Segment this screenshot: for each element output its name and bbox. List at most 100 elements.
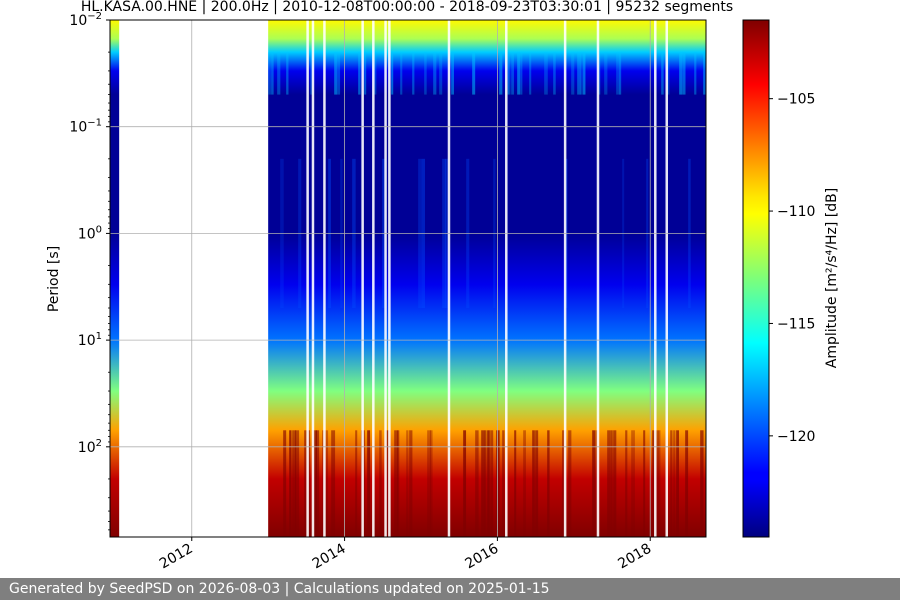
variation-stripe	[394, 430, 398, 537]
variation-stripe	[529, 52, 532, 95]
variation-stripe	[625, 430, 628, 537]
gap-line	[596, 20, 600, 537]
variation-stripe	[490, 430, 494, 537]
gap-line	[361, 20, 364, 537]
variation-stripe	[391, 52, 394, 95]
variation-stripe	[451, 52, 455, 95]
x-tick-label: 2018	[615, 541, 654, 573]
variation-stripe	[619, 52, 622, 95]
variation-stripe	[472, 52, 476, 95]
variation-stripe	[682, 52, 686, 95]
variation-stripe	[424, 52, 427, 95]
variation-stripe	[580, 52, 584, 95]
x-tick-label: 2014	[310, 541, 349, 573]
variation-stripe	[271, 52, 274, 95]
variation-stripe	[463, 430, 467, 537]
variation-stripe	[694, 52, 697, 95]
gap-line	[654, 20, 657, 537]
variation-stripe	[592, 430, 596, 537]
variation-stripe	[685, 430, 689, 537]
variation-stripe	[535, 430, 539, 537]
colorbar-tick-label: −120	[777, 429, 815, 445]
variation-stripe	[439, 52, 443, 95]
variation-stripe	[487, 430, 490, 537]
variation-stripe	[571, 52, 575, 95]
variation-stripe	[292, 430, 297, 537]
variation-stripe	[409, 430, 413, 537]
variation-stripe	[553, 52, 556, 95]
footer-text: Generated by SeedPSD on 2026-08-03 | Cal…	[9, 581, 550, 597]
variation-stripe	[523, 430, 526, 537]
variation-stripe	[355, 430, 358, 537]
variation-stripe	[286, 52, 289, 95]
spectrogram-data	[268, 20, 706, 537]
variation-stripe	[577, 52, 581, 95]
gap-line	[323, 20, 326, 537]
gap-line	[505, 20, 508, 537]
grid-lines	[110, 20, 706, 537]
variation-stripe	[289, 430, 292, 537]
y-tick-label: 10−2	[69, 11, 102, 29]
variation-stripe	[595, 430, 598, 537]
chart-title: HL.KASA.00.HNE | 200.0Hz | 2010-12-08T00…	[81, 0, 733, 15]
colorbar-fill	[742, 19, 770, 538]
variation-stripe	[325, 430, 329, 537]
variation-stripe	[427, 430, 431, 537]
variation-stripe	[475, 430, 479, 537]
variation-stripe	[334, 52, 338, 95]
variation-stripe	[484, 430, 487, 537]
gap-line	[384, 20, 387, 537]
y-tick-label: 100	[78, 224, 102, 242]
gap-line	[372, 20, 375, 537]
colorbar: −105 −110 −115 −120 Amplitude [m²/s⁴/Hz] [d…	[742, 19, 840, 538]
variation-stripe	[583, 52, 586, 95]
x-tick-label: 2012	[157, 541, 196, 573]
variation-stripe	[700, 430, 704, 537]
colorbar-tick-label: −105	[777, 92, 815, 108]
variation-stripe	[667, 52, 670, 95]
gap-line	[563, 20, 567, 537]
variation-stripe	[496, 430, 500, 537]
variation-stripe	[277, 52, 281, 95]
variation-stripe	[379, 430, 382, 537]
variation-stripe	[676, 430, 679, 537]
x-axis-ticks: 2012 2014 2016 2018	[157, 537, 654, 572]
variation-stripe	[673, 430, 676, 537]
variation-stripe	[532, 430, 535, 537]
variation-stripe	[499, 52, 503, 95]
variation-stripe	[661, 52, 664, 95]
plot-area	[110, 20, 706, 537]
gap-line	[306, 20, 309, 537]
footer-bar: Generated by SeedPSD on 2026-08-03 | Cal…	[0, 578, 900, 600]
variation-stripe	[430, 430, 433, 537]
colorbar-tick-label: −115	[777, 316, 815, 332]
variation-stripe	[337, 52, 341, 95]
variation-stripe	[547, 430, 550, 537]
variation-stripe	[304, 430, 308, 537]
y-axis-label: Period [s]	[46, 246, 62, 312]
variation-stripe	[679, 52, 683, 95]
gap-line	[447, 20, 451, 537]
variation-stripe	[643, 430, 646, 537]
variation-stripe	[331, 430, 336, 537]
y-tick-label: 101	[78, 331, 102, 349]
variation-stripe	[406, 430, 409, 537]
plot-frame	[109, 19, 707, 538]
variation-stripe	[658, 430, 661, 537]
variation-stripe	[655, 430, 659, 537]
colorbar-label: Amplitude [m²/s⁴/Hz] [dB]	[824, 188, 840, 368]
gap-line	[311, 20, 315, 537]
variation-stripe	[631, 430, 635, 537]
variation-stripe	[514, 430, 517, 537]
variation-stripe	[367, 430, 371, 537]
variation-stripe	[610, 430, 613, 537]
variation-stripe	[268, 52, 272, 95]
colorbar-ticks: −105 −110 −115 −120	[769, 92, 815, 445]
variation-stripe	[511, 52, 514, 95]
variation-stripe	[481, 430, 485, 537]
gap-line	[665, 20, 669, 537]
colorbar-tick-label: −110	[777, 204, 815, 220]
variation-stripe	[517, 52, 521, 95]
variation-stripe	[364, 52, 367, 95]
variation-stripe	[412, 52, 415, 95]
